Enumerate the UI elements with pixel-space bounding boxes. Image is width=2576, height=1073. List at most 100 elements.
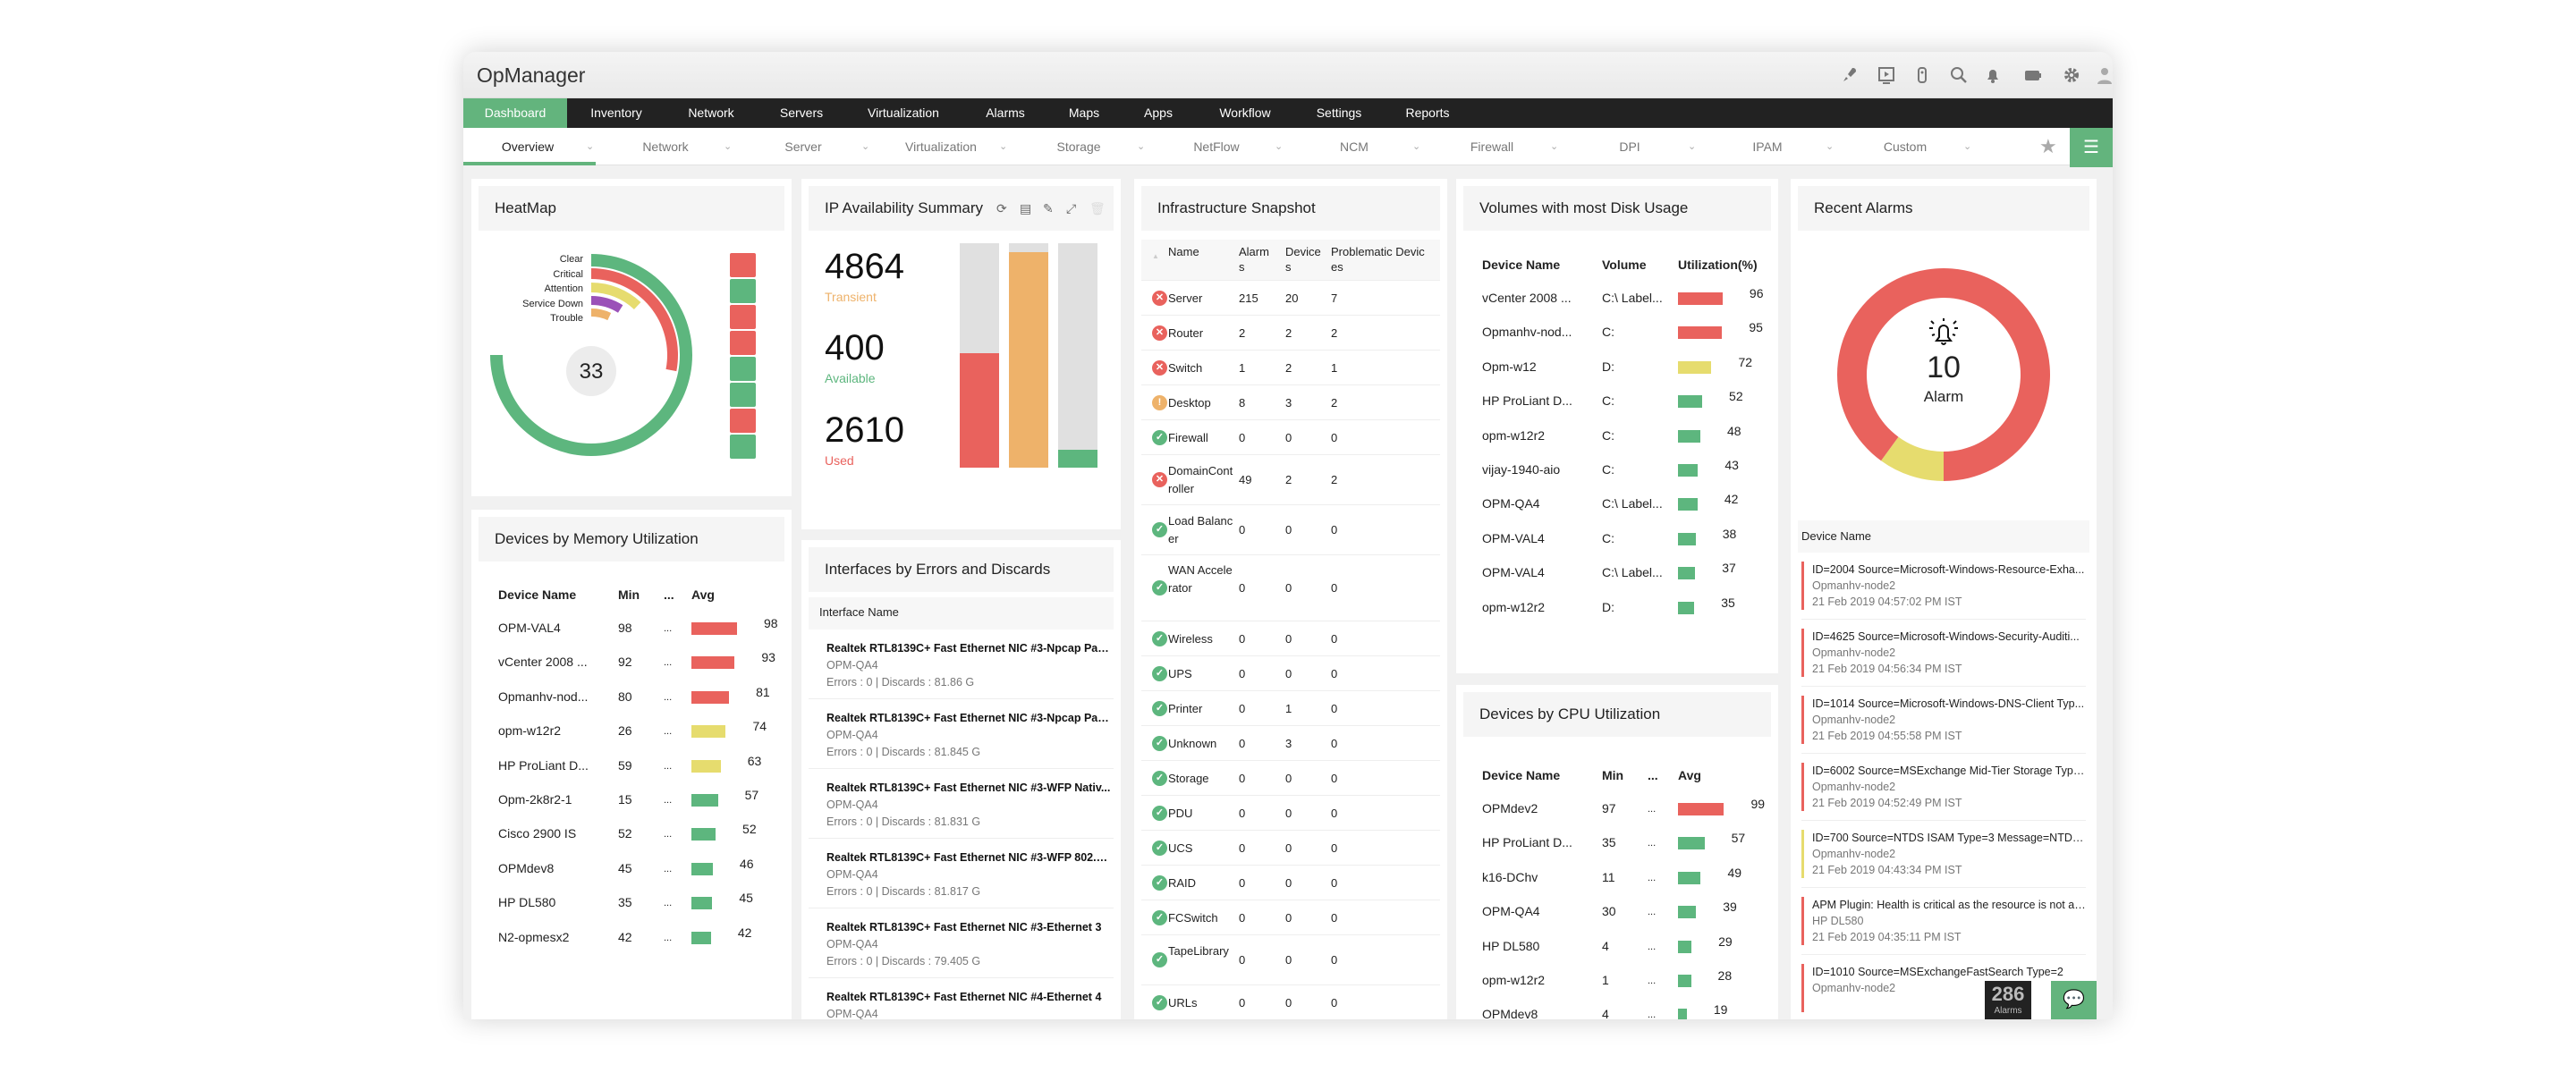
table-row[interactable]: opm-w12r2 D: 35: [1456, 596, 1778, 618]
column-header[interactable]: Devices: [1285, 245, 1321, 274]
table-row[interactable]: Cisco 2900 IS 52... 52: [471, 822, 792, 844]
infra-row[interactable]: ✓ UCS 0 0 0: [1141, 831, 1440, 866]
favorite-star-icon[interactable]: ★: [2039, 135, 2057, 157]
table-row[interactable]: OPM-QA4 30... 39: [1456, 900, 1778, 922]
report-icon[interactable]: ▤: [1020, 201, 1032, 215]
table-row[interactable]: OPMdev8 45... 46: [471, 857, 792, 879]
heatmap-cell[interactable]: [730, 279, 756, 303]
chevron-down-icon[interactable]: ⌄: [724, 141, 733, 152]
tab-custom[interactable]: Custom: [1883, 139, 1928, 154]
interface-item[interactable]: Realtek RTL8139C+ Fast Ethernet NIC #3-W…: [809, 769, 1114, 839]
heatmap-cell[interactable]: [730, 409, 756, 433]
column-header[interactable]: Alarms: [1239, 245, 1269, 274]
chat-button[interactable]: 💬: [2051, 981, 2097, 1019]
infra-row[interactable]: ✕ Router 2 2 2: [1141, 316, 1440, 351]
chevron-down-icon[interactable]: ⌄: [1275, 141, 1284, 152]
table-row[interactable]: OPMdev2 97... 99: [1456, 797, 1778, 819]
edit-icon[interactable]: ✎: [1043, 201, 1054, 215]
refresh-icon[interactable]: ⟳: [996, 201, 1007, 215]
nav-workflow[interactable]: Workflow: [1219, 106, 1271, 120]
interface-item[interactable]: Realtek RTL8139C+ Fast Ethernet NIC #4-E…: [809, 978, 1114, 1019]
user-icon[interactable]: [2095, 65, 2113, 85]
infra-row[interactable]: ✕ DomainController 49 2 2: [1141, 455, 1440, 505]
table-row[interactable]: HP ProLiant D... 59... 63: [471, 754, 792, 776]
infra-row[interactable]: ✓ Unknown 0 3 0: [1141, 726, 1440, 761]
chevron-down-icon[interactable]: ⌄: [1688, 141, 1697, 152]
heatmap-cell[interactable]: [730, 435, 756, 459]
table-row[interactable]: opm-w12r2 26... 74: [471, 719, 792, 741]
nav-virtualization[interactable]: Virtualization: [868, 106, 939, 120]
table-row[interactable]: OPMdev8 4... 19: [1456, 1002, 1778, 1019]
table-row[interactable]: Opmanhv-nod... 80... 81: [471, 685, 792, 707]
table-row[interactable]: k16-DChv 11... 49: [1456, 866, 1778, 888]
heatmap-ring-critical[interactable]: [591, 268, 678, 372]
bell-icon[interactable]: [1983, 65, 2003, 85]
column-header[interactable]: Interface Name: [819, 605, 899, 619]
chevron-down-icon[interactable]: ⌄: [861, 141, 870, 152]
ip-bar[interactable]: [960, 243, 999, 468]
infra-row[interactable]: ✕ Switch 1 2 1: [1141, 351, 1440, 385]
alarm-item[interactable]: ID=4625 Source=Microsoft-Windows-Securit…: [1801, 620, 2086, 687]
nav-alarms[interactable]: Alarms: [986, 106, 1025, 120]
heatmap-ring-trouble[interactable]: [591, 308, 612, 321]
table-row[interactable]: vCenter 2008 ... C:\ Label... 96: [1456, 286, 1778, 308]
ip-bar[interactable]: [1009, 243, 1048, 468]
add-widget-button[interactable]: ☰: [2070, 128, 2113, 167]
heatmap-ring-service-down[interactable]: [591, 296, 623, 313]
interface-item[interactable]: Realtek RTL8139C+ Fast Ethernet NIC #3-N…: [809, 699, 1114, 769]
monitor-play-icon[interactable]: [1877, 65, 1896, 85]
nav-network[interactable]: Network: [688, 106, 734, 120]
sort-icon[interactable]: ▲: [1152, 252, 1159, 260]
alarm-item[interactable]: ID=6002 Source=MSExchange Mid-Tier Stora…: [1801, 754, 2086, 821]
tab-netflow[interactable]: NetFlow: [1193, 139, 1240, 154]
remote-icon[interactable]: [1912, 65, 1932, 85]
alarm-item[interactable]: ID=700 Source=NTDS ISAM Type=3 Message=N…: [1801, 821, 2086, 888]
nav-reports[interactable]: Reports: [1405, 106, 1450, 120]
tab-ipam[interactable]: IPAM: [1752, 139, 1783, 154]
ip-bar[interactable]: [1058, 243, 1097, 468]
alarm-item[interactable]: ID=1010 Source=MSExchangeFastSearch Type…: [1801, 955, 2086, 1019]
nav-maps[interactable]: Maps: [1068, 106, 1100, 120]
infra-row[interactable]: ! Desktop 8 3 2: [1141, 385, 1440, 420]
table-row[interactable]: opm-w12r2 C: 48: [1456, 424, 1778, 446]
column-header[interactable]: Problematic Devices: [1331, 245, 1425, 274]
chevron-down-icon[interactable]: ⌄: [586, 141, 595, 152]
column-header[interactable]: Device Name: [1801, 529, 1872, 543]
table-row[interactable]: Opm-2k8r2-1 15... 57: [471, 788, 792, 810]
gear-icon[interactable]: [2062, 65, 2081, 85]
heatmap-cell[interactable]: [730, 253, 756, 277]
heatmap-cell[interactable]: [730, 357, 756, 381]
table-row[interactable]: HP DL580 35... 45: [471, 891, 792, 913]
rocket-icon[interactable]: [1839, 65, 1859, 85]
chevron-down-icon[interactable]: ⌄: [999, 141, 1008, 152]
alarm-item[interactable]: ID=1014 Source=Microsoft-Windows-DNS-Cli…: [1801, 687, 2086, 754]
table-row[interactable]: Opm-w12 D: 72: [1456, 355, 1778, 377]
infra-row[interactable]: ✓ Printer 0 1 0: [1141, 691, 1440, 726]
infra-row[interactable]: ✕ Server 215 20 7: [1141, 281, 1440, 316]
infra-row[interactable]: ✓ RAID 0 0 0: [1141, 866, 1440, 900]
table-row[interactable]: vijay-1940-aio C: 43: [1456, 458, 1778, 480]
heatmap-cell[interactable]: [730, 331, 756, 355]
tab-storage[interactable]: Storage: [1056, 139, 1101, 154]
alarm-item[interactable]: ID=2004 Source=Microsoft-Windows-Resourc…: [1801, 553, 2086, 620]
table-row[interactable]: HP ProLiant D... 35... 57: [1456, 831, 1778, 853]
tab-firewall[interactable]: Firewall: [1470, 139, 1514, 154]
infra-row[interactable]: ✓ TapeLibrary 0 0 0: [1141, 935, 1440, 985]
alarm-count-badge[interactable]: 286 Alarms: [1985, 981, 2031, 1019]
infra-row[interactable]: ✓ FCSwitch 0 0 0: [1141, 900, 1440, 935]
chevron-down-icon[interactable]: ⌄: [1826, 141, 1835, 152]
table-row[interactable]: N2-opmesx2 42... 42: [471, 925, 792, 948]
infra-row[interactable]: ✓ Firewall 0 0 0: [1141, 420, 1440, 455]
table-row[interactable]: HP DL580 4... 29: [1456, 934, 1778, 957]
tab-dpi[interactable]: DPI: [1619, 139, 1640, 154]
infra-row[interactable]: ✓ URLs 0 0 0: [1141, 985, 1440, 1019]
tab-network[interactable]: Network: [642, 139, 689, 154]
chevron-down-icon[interactable]: ⌄: [1412, 141, 1421, 152]
infra-row[interactable]: ✓ UPS 0 0 0: [1141, 656, 1440, 691]
nav-settings[interactable]: Settings: [1316, 106, 1362, 120]
interface-item[interactable]: Realtek RTL8139C+ Fast Ethernet NIC #3-W…: [809, 839, 1114, 908]
table-row[interactable]: opm-w12r2 1... 28: [1456, 968, 1778, 991]
interface-item[interactable]: Realtek RTL8139C+ Fast Ethernet NIC #3-N…: [809, 629, 1114, 699]
infra-row[interactable]: ✓ Load Balancer 0 0 0: [1141, 505, 1440, 555]
delete-icon[interactable]: 🗑: [1089, 201, 1106, 215]
